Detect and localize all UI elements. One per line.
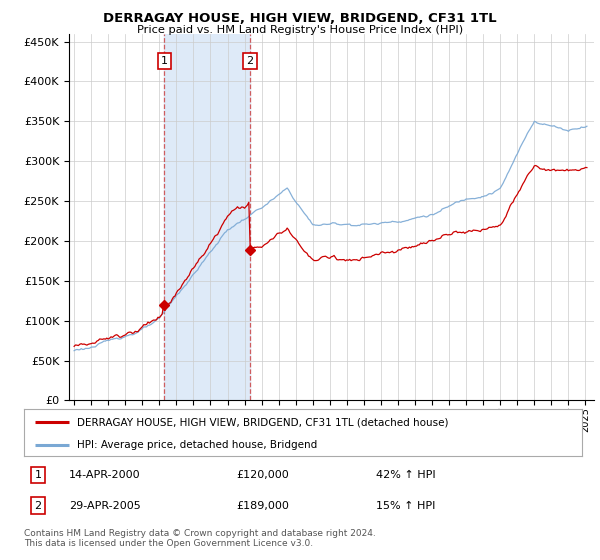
Text: Price paid vs. HM Land Registry's House Price Index (HPI): Price paid vs. HM Land Registry's House … — [137, 25, 463, 35]
Text: 14-APR-2000: 14-APR-2000 — [68, 470, 140, 480]
Text: Contains HM Land Registry data © Crown copyright and database right 2024.
This d: Contains HM Land Registry data © Crown c… — [24, 529, 376, 548]
Text: HPI: Average price, detached house, Bridgend: HPI: Average price, detached house, Brid… — [77, 440, 317, 450]
Text: 1: 1 — [34, 470, 41, 480]
Text: £120,000: £120,000 — [236, 470, 289, 480]
Bar — [164, 34, 250, 400]
Text: DERRAGAY HOUSE, HIGH VIEW, BRIDGEND, CF31 1TL: DERRAGAY HOUSE, HIGH VIEW, BRIDGEND, CF3… — [103, 12, 497, 25]
Text: 1: 1 — [161, 56, 167, 66]
Text: DERRAGAY HOUSE, HIGH VIEW, BRIDGEND, CF31 1TL (detached house): DERRAGAY HOUSE, HIGH VIEW, BRIDGEND, CF3… — [77, 417, 449, 427]
Text: £189,000: £189,000 — [236, 501, 289, 511]
Text: 29-APR-2005: 29-APR-2005 — [68, 501, 140, 511]
Text: 2: 2 — [34, 501, 41, 511]
Text: 2: 2 — [247, 56, 254, 66]
Text: 15% ↑ HPI: 15% ↑ HPI — [376, 501, 435, 511]
Text: 42% ↑ HPI: 42% ↑ HPI — [376, 470, 435, 480]
